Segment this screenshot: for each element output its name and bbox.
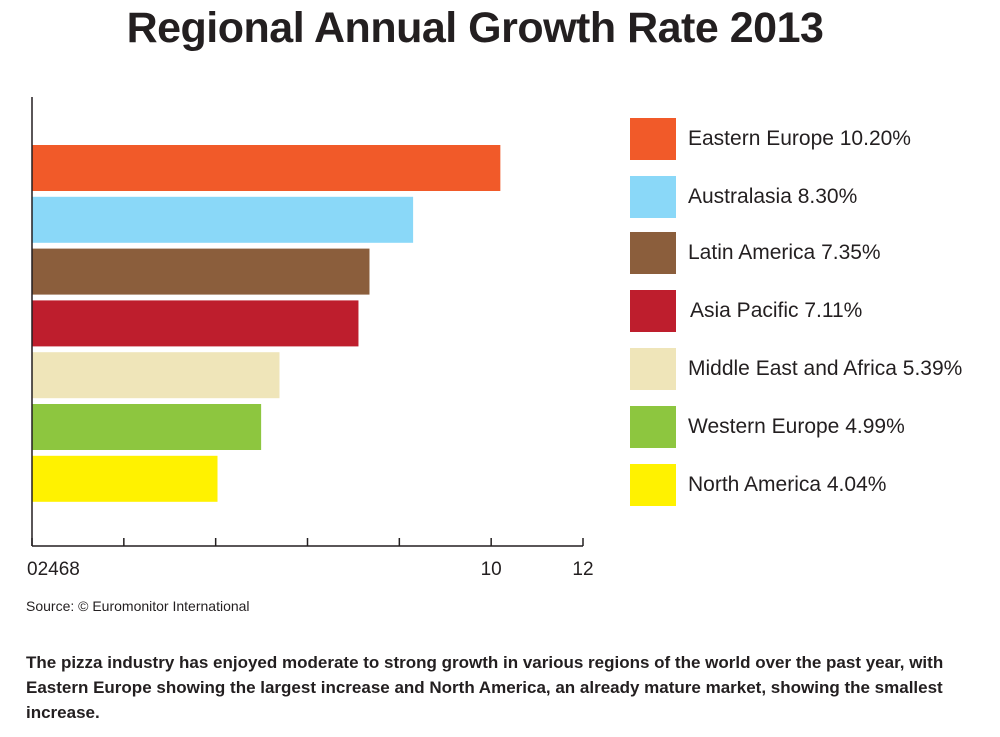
ticks-group: 02468 10 12 [27, 538, 594, 580]
legend-item-eastern-europe: Eastern Europe 10.20% [630, 118, 1000, 160]
x-tick-label: 12 [572, 559, 593, 580]
source-note: Source: © Euromonitor International [26, 598, 250, 614]
bar-middle-east-and-africa [32, 352, 280, 399]
legend-swatch [630, 118, 676, 160]
bar-north-america [32, 455, 218, 502]
x-tick-label: 02468 [27, 559, 80, 580]
legend-item-north-america: North America 4.04% [630, 464, 1000, 506]
legend-item-western-europe: Western Europe 4.99% [630, 406, 1000, 448]
legend-label: Latin America 7.35% [688, 241, 881, 264]
legend-label: Australasia 8.30% [688, 185, 858, 208]
legend-swatch [630, 406, 676, 448]
x-tick-label: 10 [481, 559, 502, 580]
legend-item-middle-east-and-africa: Middle East and Africa 5.39% [630, 348, 1000, 390]
legend-item-asia-pacific: Asia Pacific 7.11% [630, 290, 1000, 332]
bar-western-europe [32, 404, 262, 450]
legend-swatch [630, 232, 676, 274]
caption: The pizza industry has enjoyed moderate … [26, 653, 944, 722]
legend-swatch [630, 348, 676, 390]
bars-group [32, 145, 501, 502]
chart-title: Regional Annual Growth Rate 2013 [126, 4, 824, 52]
legend-label: Asia Pacific 7.11% [690, 299, 863, 322]
legend-label: North America 4.04% [688, 473, 887, 496]
legend-label: Eastern Europe 10.20% [688, 127, 911, 150]
legend-label: Middle East and Africa 5.39% [688, 357, 963, 380]
legend-label: Western Europe 4.99% [688, 415, 905, 438]
legend-swatch [630, 464, 676, 506]
legend-item-latin-america: Latin America 7.35% [630, 232, 1000, 274]
legend-swatch [630, 176, 676, 218]
bar-asia-pacific [32, 300, 359, 347]
legend-swatch [630, 290, 676, 332]
bar-latin-america [32, 248, 370, 295]
legend-item-australasia: Australasia 8.30% [630, 176, 1000, 218]
bar-eastern-europe [32, 145, 501, 191]
bar-australasia [32, 196, 414, 243]
